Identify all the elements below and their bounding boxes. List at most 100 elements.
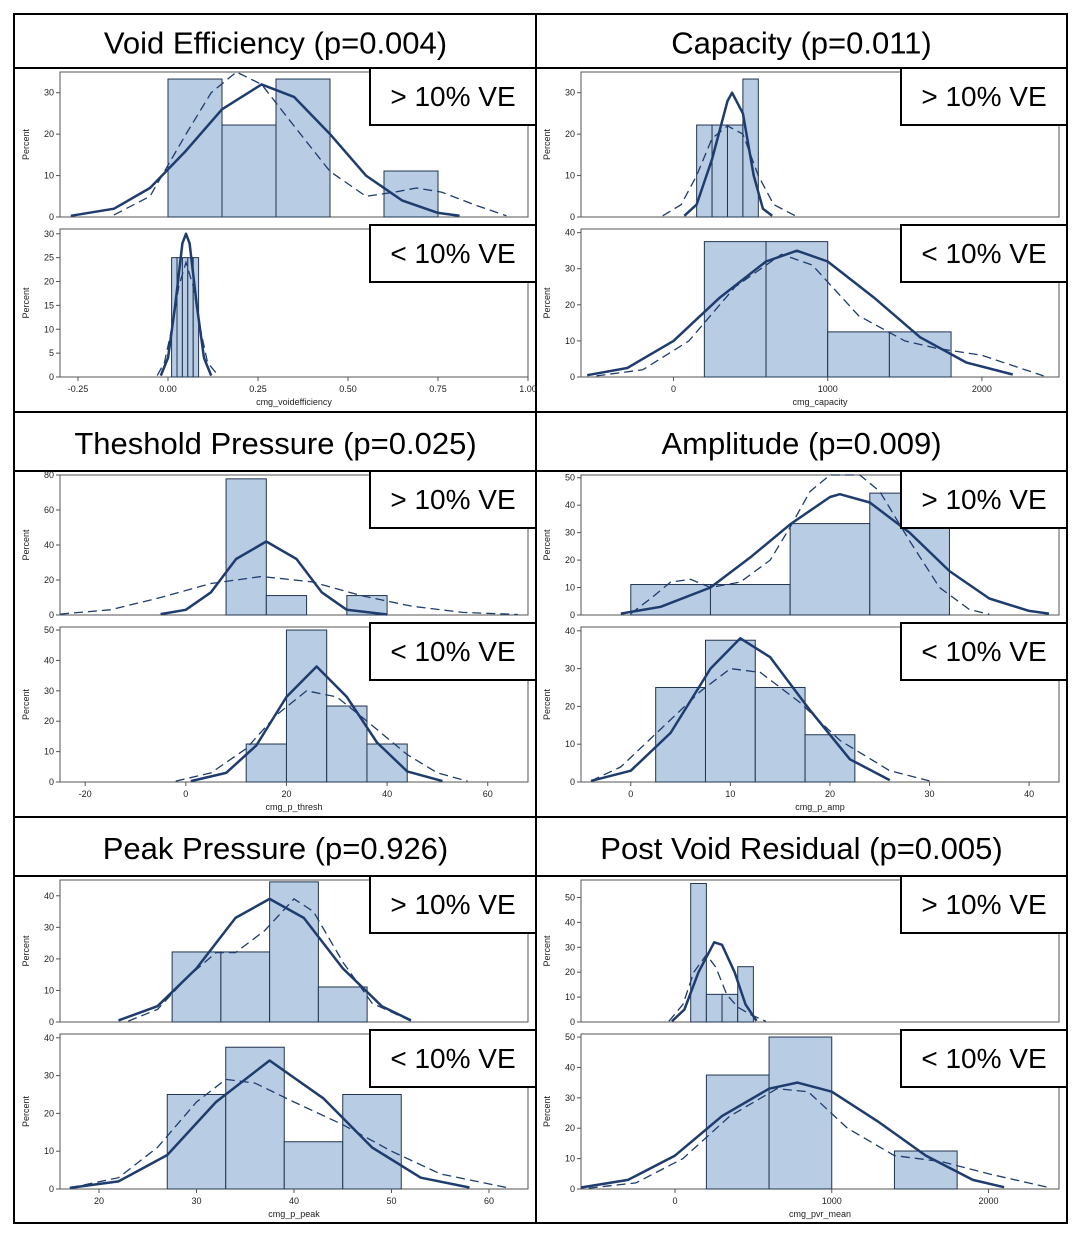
histogram-bar-1: [225, 478, 267, 616]
x-tick-label: 50: [386, 1196, 396, 1206]
histogram-bar-3: [789, 523, 871, 616]
y-tick-label: 40: [44, 1033, 54, 1043]
group-label-box: [369, 224, 537, 283]
y-tick-label: 0: [570, 1184, 575, 1194]
y-tick-label: 0: [570, 777, 575, 787]
y-tick-label: 40: [565, 1062, 575, 1072]
y-axis-label: Percent: [21, 529, 31, 561]
y-axis-label: Percent: [542, 935, 552, 967]
y-tick-label: 0: [570, 1017, 575, 1027]
normal-density-curve: [118, 897, 412, 1022]
kernel-density-curve: [128, 898, 412, 1022]
x-tick-label: -20: [79, 789, 92, 799]
group-label-high: > 10% VE: [921, 889, 1046, 920]
y-tick-label: 50: [44, 625, 54, 635]
y-axis-label: Percent: [542, 128, 552, 160]
histogram-bar-3: [726, 124, 744, 218]
y-tick-label: 10: [44, 747, 54, 757]
x-tick-label: 40: [1024, 789, 1034, 799]
histogram-bar-2: [225, 1046, 285, 1190]
y-tick-label: 20: [44, 716, 54, 726]
x-tick-label: 30: [925, 789, 935, 799]
kernel-density-curve: [588, 1088, 1052, 1189]
histogram-bar-1: [245, 743, 287, 783]
y-tick-label: 40: [565, 500, 575, 510]
histogram-bar-2: [765, 241, 829, 378]
x-tick-label: 10: [725, 789, 735, 799]
normal-density-curve: [69, 1059, 470, 1190]
histogram-bar-2: [220, 951, 271, 1023]
normal-density-curve: [671, 941, 758, 1023]
y-tick-label: 10: [565, 992, 575, 1002]
histogram-bar-1: [705, 1074, 770, 1190]
group-label-box: [900, 224, 1068, 283]
group-label-box: [369, 67, 537, 126]
y-tick-label: 30: [44, 229, 54, 239]
y-tick-label: 0: [570, 212, 575, 222]
subplot-low-ve: 0 10 20 30 40 Percent < 10% VE 0 1000 2000 cmg_cap…: [542, 224, 1068, 407]
y-axis-label: Percent: [21, 935, 31, 967]
y-tick-label: 20: [44, 954, 54, 964]
x-tick-label: 0.00: [159, 384, 177, 394]
histogram-bar-2: [221, 124, 277, 218]
y-tick-label: 40: [565, 228, 575, 238]
y-tick-label: 40: [44, 891, 54, 901]
histogram-bar-3: [181, 257, 189, 378]
y-tick-label: 20: [565, 129, 575, 139]
y-tick-label: 20: [565, 300, 575, 310]
histogram-bar-2: [285, 629, 328, 783]
y-tick-label: 20: [565, 701, 575, 711]
x-tick-label: 2000: [972, 384, 992, 394]
y-tick-label: 40: [565, 917, 575, 927]
histogram-bar-1: [166, 1093, 227, 1190]
y-tick-label: 30: [44, 88, 54, 98]
histogram-bar-4: [366, 743, 408, 783]
group-label-box: [900, 470, 1068, 529]
normal-density-curve: [590, 637, 891, 783]
y-tick-label: 10: [565, 336, 575, 346]
panel-title: Capacity (p=0.011): [671, 26, 932, 61]
panel-title: Theshold Pressure (p=0.025): [74, 426, 476, 461]
histogram-bar-4: [742, 78, 759, 218]
y-tick-label: 30: [44, 1071, 54, 1081]
y-tick-label: 0: [49, 777, 54, 787]
group-label-high: > 10% VE: [390, 81, 515, 112]
x-tick-label: 0.25: [249, 384, 267, 394]
y-tick-label: 0: [570, 372, 575, 382]
group-label-high: > 10% VE: [390, 889, 515, 920]
normal-density-curve: [70, 83, 460, 218]
histogram-bar-1: [703, 241, 767, 378]
y-tick-label: 20: [44, 277, 54, 287]
panel-title: Post Void Residual (p=0.005): [600, 831, 1002, 866]
y-tick-label: 25: [44, 253, 54, 263]
y-tick-label: 20: [44, 129, 54, 139]
y-tick-label: 30: [565, 1093, 575, 1103]
y-tick-label: 60: [44, 505, 54, 515]
y-tick-label: 20: [565, 967, 575, 977]
kernel-density-curve: [590, 667, 930, 782]
y-axis-label: Percent: [542, 1095, 552, 1127]
subplot-high-ve: 0 20 40 60 80 Percent > 10% VE: [21, 470, 537, 620]
group-label-box: [900, 1029, 1068, 1088]
histogram-bar-2: [768, 1036, 833, 1190]
x-tick-label: 0: [671, 384, 676, 394]
kernel-density-curve: [156, 260, 219, 377]
y-tick-label: 20: [44, 575, 54, 585]
kernel-density-curve: [662, 125, 796, 217]
group-label-low: < 10% VE: [921, 1043, 1046, 1074]
x-tick-label: 60: [483, 789, 493, 799]
panel-6: Post Void Residual (p=0.005) 0 10 20 30 40 50 P…: [536, 831, 1068, 1219]
histogram-bar-2: [709, 584, 791, 616]
y-tick-label: 30: [565, 264, 575, 274]
subplot-high-ve: 0 10 20 30 40 50 Percent > 10% VE: [542, 470, 1068, 620]
histogram-bar-3: [283, 1141, 344, 1190]
subplot-low-ve: 0 10 20 30 40 50 Percent < 10% VE -20 0 20 40 60 cmg_…: [21, 622, 537, 812]
group-label-low: < 10% VE: [390, 238, 515, 269]
y-axis-label: Percent: [21, 128, 31, 160]
x-tick-label: 20: [281, 789, 291, 799]
normal-density-curve: [160, 540, 388, 616]
group-label-low: < 10% VE: [921, 636, 1046, 667]
y-tick-label: 10: [565, 171, 575, 181]
panel-title: Peak Pressure (p=0.926): [103, 831, 449, 866]
y-axis-label: Percent: [542, 529, 552, 561]
